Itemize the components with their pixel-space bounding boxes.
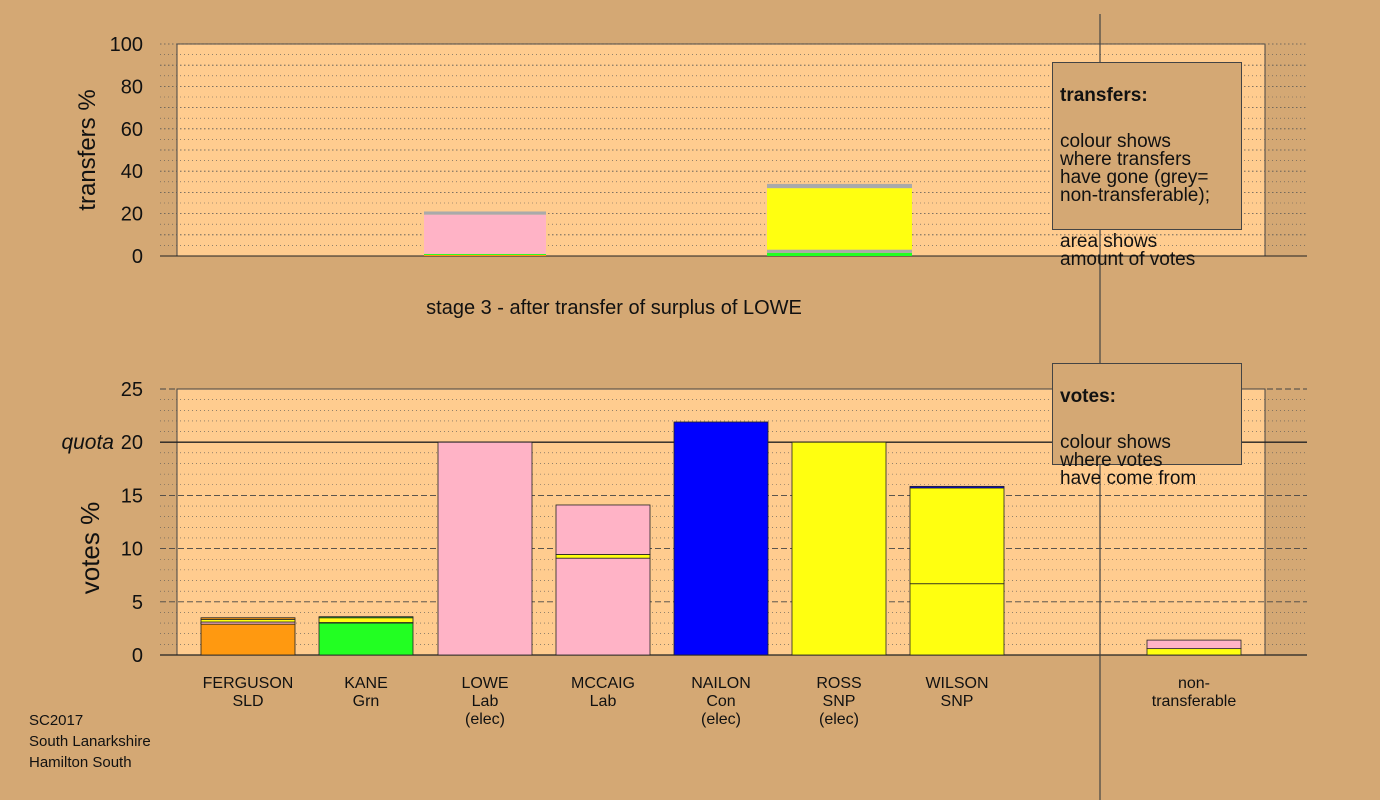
candidate-party-label: SLD (232, 693, 263, 710)
vote-bar-segment (318, 617, 414, 623)
votes-y-tick-label: 15 (121, 485, 143, 507)
candidate-name-label: ROSS (816, 675, 861, 692)
candidate-status-label: (elec) (819, 711, 859, 728)
vote-bar-segment (791, 441, 887, 656)
candidate-party-label: Con (706, 693, 735, 710)
transfers-legend-title: transfers: (1060, 85, 1148, 106)
candidate-party-label: SNP (941, 693, 974, 710)
transfer-bar-segment (767, 183, 912, 189)
transfer-bar-segment (424, 214, 546, 254)
transfer-bar-segment (767, 252, 912, 256)
footer-council: South Lanarkshire (29, 733, 151, 750)
votes-legend: votes: colour shows where votes have com… (1052, 363, 1242, 488)
candidate-party-label: transferable (1152, 693, 1237, 710)
vote-bar-segment (555, 557, 651, 656)
candidate-name-label: non- (1178, 675, 1210, 692)
candidate-name-label: WILSON (925, 675, 988, 692)
candidate-status-label: (elec) (465, 711, 505, 728)
vote-bar-segment (200, 617, 296, 620)
candidate-party-label: Grn (353, 693, 380, 710)
transfers-legend-text-2: area shows amount of votes (1060, 231, 1196, 270)
transfers-legend-text-1: colour shows where transfers have gone (… (1060, 131, 1210, 206)
vote-bar-segment (673, 421, 769, 656)
transfers-y-axis-label: transfers % (74, 89, 101, 210)
footer-election: SC2017 (29, 712, 84, 729)
vote-bar-segment (437, 441, 533, 656)
votes-y-tick-label: 10 (121, 539, 143, 561)
transfers-y-tick-label: 100 (110, 34, 143, 56)
vote-bar-segment (909, 487, 1005, 585)
candidate-status-label: (elec) (701, 711, 741, 728)
vote-bar-segment (318, 622, 414, 656)
votes-legend-title: votes: (1060, 386, 1116, 407)
candidate-name-label: NAILON (691, 675, 751, 692)
votes-y-tick-label: 5 (132, 592, 143, 614)
vote-bar-segment (200, 623, 296, 656)
candidate-name-label: FERGUSON (203, 675, 294, 692)
transfer-bar-segment (424, 254, 546, 256)
transfers-y-tick-label: 60 (121, 119, 143, 141)
transfers-y-tick-label: 40 (121, 161, 143, 183)
vote-bar-segment (1146, 648, 1242, 656)
votes-y-tick-label: 0 (132, 645, 143, 667)
vote-bar-segment (555, 504, 651, 555)
stage-caption: stage 3 - after transfer of surplus of L… (426, 297, 802, 319)
transfer-bar-segment (767, 249, 912, 253)
vote-bar-segment (909, 485, 1005, 489)
candidate-party-label: Lab (590, 693, 617, 710)
votes-y-tick-label: 25 (121, 379, 143, 401)
footer-ward: Hamilton South (29, 754, 132, 771)
transfers-y-tick-label: 20 (121, 204, 143, 226)
transfer-bar-segment (424, 253, 546, 255)
transfer-bar-segment (767, 188, 912, 250)
vote-bar-segment (555, 554, 651, 559)
quota-label: quota (61, 431, 114, 454)
footer-caption: SC2017 South Lanarkshire Hamilton South (29, 710, 151, 773)
votes-y-tick-label: 20 (121, 432, 143, 454)
candidate-name-label: MCCAIG (571, 675, 635, 692)
vote-bar-segment (909, 583, 1005, 656)
transfers-legend: transfers: colour shows where transfers … (1052, 62, 1242, 269)
transfers-y-tick-label: 0 (132, 246, 143, 268)
vote-bar-segment (318, 616, 414, 619)
candidate-name-label: LOWE (461, 675, 508, 692)
candidate-name-label: KANE (344, 675, 388, 692)
transfers-y-tick-label: 80 (121, 76, 143, 98)
transfer-bar-segment (424, 211, 546, 215)
votes-y-axis-label: votes % (75, 502, 105, 595)
candidate-party-label: SNP (823, 693, 856, 710)
vote-bar-segment (1146, 639, 1242, 650)
candidate-party-label: Lab (472, 693, 499, 710)
votes-legend-text: colour shows where votes have come from (1060, 432, 1197, 489)
